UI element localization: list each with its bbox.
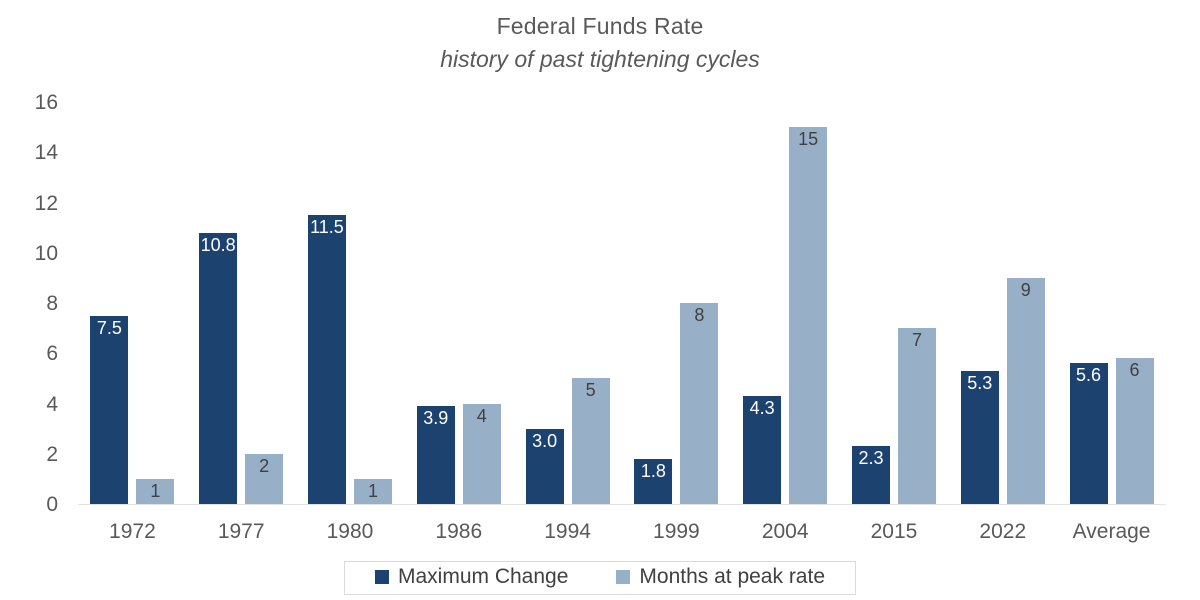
bar-group-2022: 5.3 9 bbox=[948, 103, 1057, 504]
bar-group-2004: 4.3 15 bbox=[731, 103, 840, 504]
bar-maximum-change-1986: 3.9 bbox=[416, 406, 455, 504]
x-tick-label-1972: 1972 bbox=[109, 520, 156, 543]
bar-maximum-change-2022: 5.3 bbox=[960, 370, 999, 504]
bar-months-at-peak-1972: 1 bbox=[136, 478, 175, 504]
bar-months-at-peak-2004: 15 bbox=[789, 127, 828, 504]
bar-group-1994: 3.0 5 bbox=[513, 103, 622, 504]
bar-months-at-peak-2022: 9 bbox=[1006, 277, 1045, 504]
y-tick-label: 8 bbox=[46, 292, 58, 315]
bar-maximum-change-1999: 1.8 bbox=[634, 458, 673, 504]
x-tick-label-1986: 1986 bbox=[435, 520, 483, 543]
legend-swatch-icon bbox=[616, 570, 631, 584]
bar-group-1977: 10.8 2 bbox=[187, 103, 296, 504]
legend-item-maximum-change: Maximum Change bbox=[374, 565, 569, 589]
y-tick-label: 16 bbox=[34, 91, 58, 114]
bar-group-1980: 11.5 1 bbox=[296, 103, 405, 504]
x-tick-label-1994: 1994 bbox=[544, 520, 591, 543]
bar-value-label: 1 bbox=[150, 480, 161, 501]
y-tick-label: 14 bbox=[34, 141, 58, 165]
plot-area: 7.5 1 10.8 2 11.5 1 3.9 4 3.0 5 1.8 8 4.3 15 2.3 7 5.3 9 5… bbox=[78, 103, 1166, 505]
x-tick-label-2004: 2004 bbox=[761, 520, 809, 543]
chart-subtitle: history of past tightening cycles bbox=[440, 46, 760, 72]
bar-value-label: 11.5 bbox=[310, 217, 344, 238]
bar-value-label: 10.8 bbox=[200, 234, 236, 255]
y-tick-label: 4 bbox=[46, 392, 58, 416]
bar-maximum-change-average: 5.6 bbox=[1069, 363, 1108, 504]
bar-maximum-change-1977: 10.8 bbox=[199, 232, 238, 504]
bar-value-label: 9 bbox=[1020, 279, 1031, 300]
bar-group-1999: 1.8 8 bbox=[622, 103, 731, 504]
x-tick-label-1977: 1977 bbox=[217, 520, 265, 543]
legend-label: Months at peak rate bbox=[639, 565, 826, 588]
bar-value-label: 7 bbox=[911, 330, 922, 351]
bar-value-label: 1 bbox=[367, 480, 378, 501]
bar-maximum-change-1972: 7.5 bbox=[90, 315, 129, 504]
bar-group-2015: 2.3 7 bbox=[840, 103, 949, 504]
bar-months-at-peak-average: 6 bbox=[1115, 358, 1154, 504]
bar-value-label: 5.3 bbox=[967, 372, 993, 393]
bar-maximum-change-2015: 2.3 bbox=[851, 446, 890, 504]
bar-months-at-peak-1986: 4 bbox=[462, 403, 501, 504]
bar-value-label: 3.9 bbox=[423, 408, 449, 429]
bar-value-label: 4 bbox=[476, 405, 487, 426]
bar-group-1972: 7.5 1 bbox=[78, 103, 187, 504]
bar-group-average: 5.6 6 bbox=[1057, 103, 1166, 504]
x-axis: 1972 1977 1980 1986 1994 1999 2004 2015 2022 Aver… bbox=[78, 520, 1166, 544]
x-tick-label-2015: 2015 bbox=[870, 520, 918, 543]
bar-months-at-peak-1977: 2 bbox=[245, 453, 284, 504]
x-tick-label-1999: 1999 bbox=[653, 520, 700, 543]
legend-swatch-icon bbox=[374, 570, 389, 584]
x-tick-label-2022: 2022 bbox=[979, 520, 1027, 543]
bar-value-label: 2 bbox=[259, 455, 270, 476]
y-axis: 0 2 4 6 8 10 12 14 16 bbox=[0, 91, 60, 516]
bar-maximum-change-1994: 3.0 bbox=[525, 428, 564, 504]
bar-value-label: 15 bbox=[798, 129, 819, 150]
y-tick-label: 2 bbox=[46, 442, 58, 466]
bar-value-label: 8 bbox=[694, 305, 705, 325]
bar-months-at-peak-1999: 8 bbox=[680, 303, 719, 504]
chart-title: Federal Funds Rate bbox=[496, 13, 704, 39]
y-tick-label: 0 bbox=[46, 493, 58, 516]
bar-value-label: 7.5 bbox=[96, 317, 122, 338]
bar-maximum-change-2004: 4.3 bbox=[743, 395, 782, 504]
bar-value-label: 1.8 bbox=[640, 460, 666, 481]
legend: Maximum Change Months at peak rate bbox=[343, 561, 857, 595]
legend-item-months-at-peak: Months at peak rate bbox=[616, 565, 825, 589]
y-tick-label: 12 bbox=[34, 191, 58, 215]
bar-group-1986: 3.9 4 bbox=[404, 103, 513, 504]
bar-months-at-peak-1980: 1 bbox=[353, 478, 392, 504]
x-tick-label-average: Average bbox=[1072, 520, 1151, 543]
bar-months-at-peak-1994: 5 bbox=[571, 378, 610, 504]
bar-value-label: 3.0 bbox=[532, 430, 558, 451]
y-tick-label: 10 bbox=[34, 241, 58, 265]
x-tick-label-1980: 1980 bbox=[326, 520, 374, 543]
bar-maximum-change-1980: 11.5 bbox=[307, 215, 346, 504]
legend-label: Maximum Change bbox=[397, 565, 569, 588]
bar-value-label: 5 bbox=[585, 380, 596, 401]
bar-value-label: 5.6 bbox=[1076, 365, 1102, 386]
y-tick-label: 6 bbox=[46, 342, 58, 366]
bar-value-label: 4.3 bbox=[749, 397, 775, 418]
bar-value-label: 2.3 bbox=[858, 448, 884, 469]
bar-months-at-peak-2015: 7 bbox=[897, 328, 936, 504]
bar-value-label: 6 bbox=[1129, 360, 1140, 381]
